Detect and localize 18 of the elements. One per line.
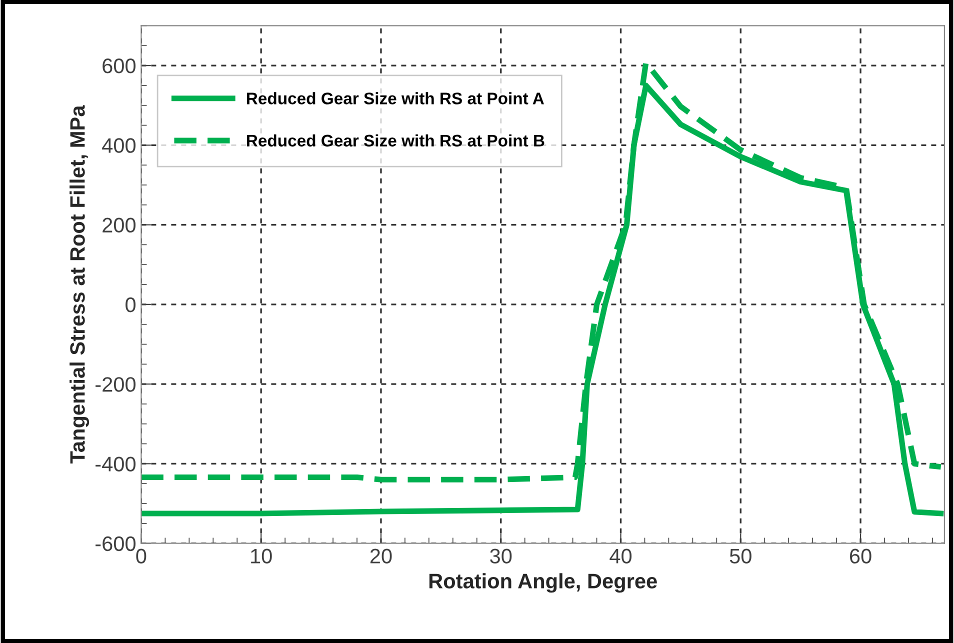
x-tick-label: 60 <box>850 548 872 564</box>
y-tick-label: 0 <box>126 297 136 312</box>
y-tick-label: -600 <box>96 536 136 552</box>
x-tick-label: 30 <box>490 548 512 564</box>
y-tick-label: -400 <box>96 456 136 472</box>
y-tick-label: 400 <box>102 138 136 153</box>
x-tick-label: 10 <box>251 548 272 564</box>
x-tick-label: 20 <box>370 548 392 564</box>
x-tick-label: 40 <box>610 548 632 564</box>
y-tick-label: -200 <box>96 377 136 392</box>
x-axis-title: Rotation Angle, Degree <box>429 573 657 593</box>
y-tick-label: 600 <box>102 58 136 74</box>
x-tick-label: 0 <box>136 548 146 564</box>
legend-label: Reduced Gear Size with RS at Point B <box>247 134 544 147</box>
x-tick-label: 50 <box>730 548 752 564</box>
legend-label: Reduced Gear Size with RS at Point A <box>247 92 544 104</box>
y-axis-title: Tangential Stress at Root Fillet, MPa <box>70 105 90 464</box>
y-tick-label: 200 <box>102 218 136 233</box>
